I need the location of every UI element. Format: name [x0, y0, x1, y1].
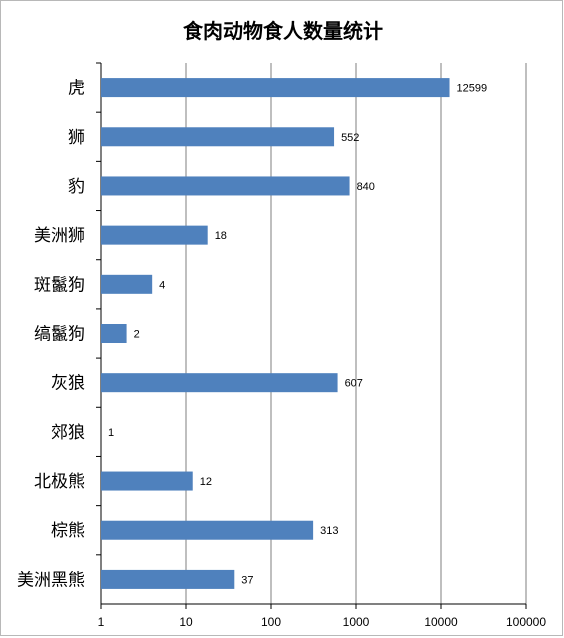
category-label: 北极熊 [34, 472, 85, 492]
bar [101, 78, 450, 98]
category-label: 美洲黑熊 [17, 570, 85, 590]
bar [101, 225, 208, 245]
bar [101, 176, 350, 196]
x-tick-label: 10 [179, 615, 193, 629]
category-label: 棕熊 [51, 521, 85, 541]
data-label: 1 [108, 427, 114, 439]
category-label: 狮 [68, 128, 85, 148]
category-label: 美洲狮 [34, 226, 85, 246]
data-label: 313 [320, 525, 338, 537]
bar [101, 324, 127, 343]
x-tick-label: 100000 [506, 615, 546, 629]
data-label: 18 [215, 230, 227, 242]
category-label: 豹 [68, 177, 85, 197]
category-label: 缟鬣狗 [34, 325, 85, 345]
bar [101, 471, 193, 491]
data-label: 552 [341, 132, 359, 144]
plot-area: 1 10 100 1000 10000 100000 虎 12599 狮 552 豹 840 美洲狮 18… [17, 62, 546, 629]
data-label: 840 [357, 181, 375, 193]
data-label: 607 [345, 378, 363, 390]
category-label: 虎 [68, 79, 85, 99]
category-label: 灰狼 [51, 374, 85, 394]
bar [101, 274, 153, 294]
x-tick-label: 1000 [343, 615, 370, 629]
data-label: 37 [241, 574, 253, 586]
bar [101, 569, 235, 589]
bar [101, 373, 338, 393]
bar [101, 127, 335, 147]
data-label: 12599 [457, 83, 488, 95]
category-label: 斑鬣狗 [34, 275, 85, 295]
x-tick-label: 1 [98, 615, 105, 629]
data-label: 4 [159, 279, 165, 291]
data-label: 2 [134, 329, 140, 341]
data-label: 12 [200, 476, 212, 488]
x-tick-label: 100 [261, 615, 281, 629]
chart-title: 食肉动物食人数量统计 [183, 19, 383, 43]
bar [101, 520, 314, 540]
x-tick-label: 10000 [424, 615, 458, 629]
category-label: 郊狼 [51, 423, 85, 443]
